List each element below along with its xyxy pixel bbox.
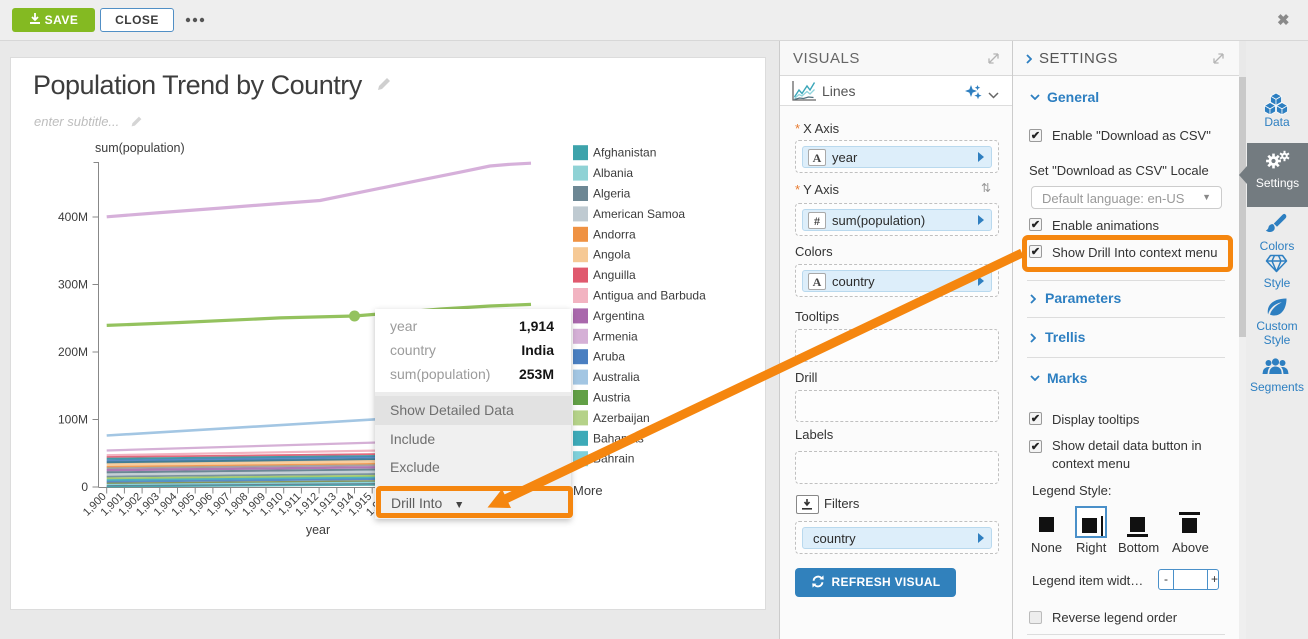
svg-text:300M: 300M — [58, 278, 88, 292]
svg-text:Bahrain: Bahrain — [593, 452, 634, 466]
svg-text:0: 0 — [81, 480, 88, 494]
svg-text:Argentina: Argentina — [593, 309, 645, 323]
svg-text:Bahamas: Bahamas — [593, 431, 644, 445]
svg-text:Angola: Angola — [593, 248, 631, 262]
svg-text:Antigua and Barbuda: Antigua and Barbuda — [593, 289, 706, 303]
svg-text:Algeria: Algeria — [593, 187, 631, 201]
svg-text:100M: 100M — [58, 413, 88, 427]
svg-text:Australia: Australia — [593, 370, 640, 384]
svg-text:sum(population): sum(population) — [95, 141, 185, 155]
svg-text:Albania: Albania — [593, 166, 633, 180]
svg-text:Armenia: Armenia — [593, 329, 638, 343]
svg-text:Aruba: Aruba — [593, 350, 625, 364]
svg-text:Anguilla: Anguilla — [593, 268, 636, 282]
svg-text:Afghanistan: Afghanistan — [593, 146, 656, 160]
svg-text:Andorra: Andorra — [593, 227, 636, 241]
svg-text:200M: 200M — [58, 345, 88, 359]
svg-text:year: year — [306, 523, 330, 537]
svg-text:Austria: Austria — [593, 391, 631, 405]
svg-text:More: More — [573, 483, 603, 498]
svg-text:Azerbaijan: Azerbaijan — [593, 411, 650, 425]
svg-text:400M: 400M — [58, 210, 88, 224]
svg-text:American Samoa: American Samoa — [593, 207, 685, 221]
